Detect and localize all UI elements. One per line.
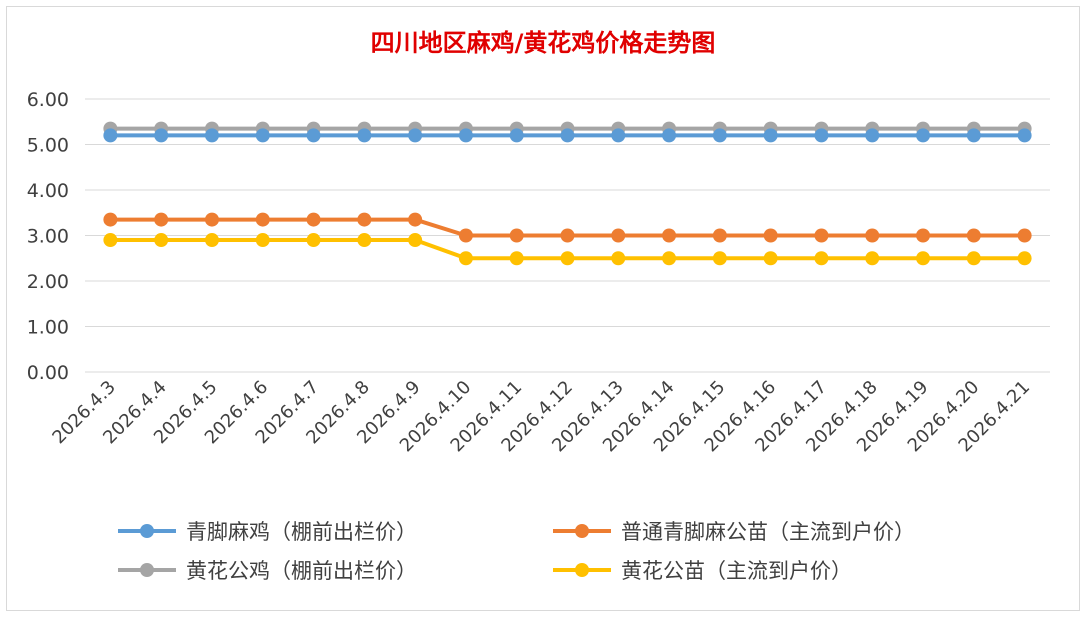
data-point [560,228,575,243]
legend-item: 青脚麻鸡（棚前出栏价） [118,520,417,544]
data-point [458,228,473,243]
data-point [865,251,880,266]
legend-swatch-marker [575,563,589,577]
data-point [611,228,626,243]
data-point [966,228,981,243]
data-point [966,128,981,143]
data-point [611,251,626,266]
legend-swatch-marker [140,524,154,538]
data-point [865,128,880,143]
y-tick-label: 4.00 [27,180,69,202]
data-point [255,233,270,248]
y-tick-label: 0.00 [27,362,69,384]
data-point [1017,128,1032,143]
data-point [103,212,118,227]
y-tick-label: 6.00 [27,89,69,111]
chart-title: 四川地区麻鸡/黄花鸡价格走势图 [371,29,716,57]
data-point [509,251,524,266]
legend: 青脚麻鸡（棚前出栏价） 普通青脚麻公苗（主流到户价） 黄花公鸡（棚前出栏价） 黄花公苗… [118,520,915,583]
data-point [763,128,778,143]
data-point [103,128,118,143]
data-point [458,128,473,143]
data-point [458,251,473,266]
data-point [662,128,677,143]
data-point [814,251,829,266]
data-point [204,233,219,248]
series-lines [103,121,1032,266]
data-point [611,128,626,143]
data-point [204,212,219,227]
data-point [408,212,423,227]
data-point [560,251,575,266]
data-point [103,233,118,248]
series-4 [103,233,1032,266]
data-point [966,251,981,266]
y-tick-label: 5.00 [27,135,69,157]
data-point [712,251,727,266]
data-point [865,228,880,243]
y-tick-label: 3.00 [27,226,69,248]
data-point [306,233,321,248]
data-point [255,212,270,227]
data-point [712,228,727,243]
data-point [154,212,169,227]
legend-swatch-marker [140,563,154,577]
data-point [560,128,575,143]
legend-item: 黄花公鸡（棚前出栏价） [118,559,417,583]
data-point [763,228,778,243]
data-point [357,233,372,248]
chart-border [6,6,1080,611]
data-point [154,128,169,143]
legend-item: 黄花公苗（主流到户价） [553,559,852,583]
data-point [763,251,778,266]
data-point [408,128,423,143]
data-point [814,228,829,243]
legend-label: 青脚麻鸡（棚前出栏价） [186,520,417,544]
data-point [154,233,169,248]
y-tick-label: 1.00 [27,317,69,339]
data-point [916,228,931,243]
data-point [509,228,524,243]
y-tick-label: 2.00 [27,271,69,293]
data-point [662,228,677,243]
legend-label: 普通青脚麻公苗（主流到户价） [621,520,915,544]
data-point [916,128,931,143]
data-point [255,128,270,143]
series-2 [103,212,1032,243]
data-point [408,233,423,248]
data-point [357,128,372,143]
data-point [662,251,677,266]
data-point [916,251,931,266]
data-point [357,212,372,227]
data-point [712,128,727,143]
data-point [1017,228,1032,243]
data-point [509,128,524,143]
legend-swatch-marker [575,524,589,538]
data-point [204,128,219,143]
data-point [306,128,321,143]
data-point [306,212,321,227]
series-1 [103,128,1032,143]
legend-label: 黄花公苗（主流到户价） [621,559,852,583]
data-point [1017,251,1032,266]
legend-label: 黄花公鸡（棚前出栏价） [186,559,417,583]
y-axis-ticks: 0.00 1.00 2.00 3.00 4.00 5.00 6.00 [27,89,69,384]
data-point [814,128,829,143]
legend-item: 普通青脚麻公苗（主流到户价） [553,520,915,544]
